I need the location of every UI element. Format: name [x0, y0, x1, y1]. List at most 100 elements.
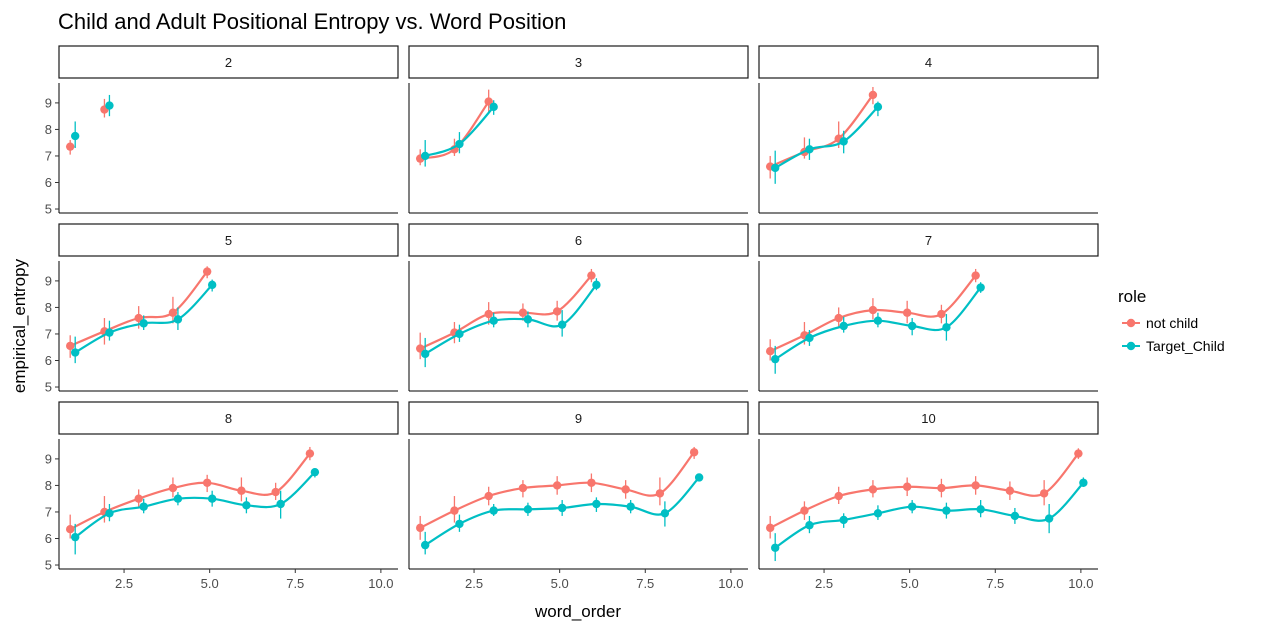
data-point	[65, 341, 75, 351]
data-point	[660, 509, 670, 518]
y-tick-label: 7	[45, 326, 52, 341]
data-point	[420, 349, 430, 359]
facet-strip	[58, 223, 399, 257]
y-tick-label: 6	[45, 175, 52, 190]
data-point	[420, 540, 430, 550]
series-target-child	[420, 100, 498, 167]
data-point	[65, 525, 75, 534]
facet-panel: 5 5 6 7 8 9	[45, 223, 399, 395]
data-point	[139, 502, 148, 511]
data-point	[207, 280, 217, 290]
data-point	[765, 347, 775, 356]
data-point	[868, 305, 878, 315]
series-not-child	[65, 98, 109, 155]
data-point	[868, 90, 878, 100]
data-point	[484, 491, 493, 501]
data-point	[868, 485, 878, 494]
data-point	[834, 491, 843, 501]
x-tick-label: 10.0	[368, 576, 393, 591]
facet-panel: 7	[758, 223, 1099, 392]
facet-panel: 3	[408, 45, 749, 214]
data-point	[592, 499, 601, 509]
data-point	[839, 321, 848, 331]
facet-strip-label: 6	[575, 233, 582, 248]
facet-strip	[58, 45, 399, 79]
x-tick-label: 5.0	[201, 576, 219, 591]
series-not-child	[415, 446, 699, 540]
data-point	[765, 523, 775, 533]
y-tick-label: 7	[45, 148, 52, 163]
x-tick-label: 5.0	[551, 576, 569, 591]
data-point	[1005, 486, 1015, 495]
data-point	[873, 102, 883, 112]
x-tick-label: 7.5	[286, 576, 304, 591]
data-point	[626, 502, 635, 511]
y-tick-label: 8	[45, 478, 52, 493]
x-tick-label: 2.5	[815, 576, 833, 591]
data-point	[552, 307, 562, 316]
y-tick-label: 6	[45, 353, 52, 368]
data-point	[134, 494, 143, 503]
data-point	[415, 523, 425, 533]
x-tick-label: 2.5	[465, 576, 483, 591]
data-point	[202, 478, 212, 487]
series-target-child	[70, 94, 114, 148]
data-point	[834, 313, 843, 323]
y-tick-label: 5	[45, 380, 52, 395]
data-point	[489, 316, 498, 325]
data-point	[770, 163, 780, 173]
data-point	[800, 506, 809, 515]
data-point	[420, 151, 430, 161]
data-point	[305, 449, 315, 458]
facet-strip-label: 10	[921, 411, 935, 426]
data-point	[70, 131, 80, 141]
series-target-child	[70, 467, 320, 555]
x-tick-label: 7.5	[986, 576, 1004, 591]
data-point	[557, 320, 567, 329]
data-point	[770, 543, 780, 552]
data-point	[518, 483, 528, 493]
facet-strip-label: 9	[575, 411, 582, 426]
legend-label: Target_Child	[1146, 338, 1225, 354]
data-point	[455, 329, 464, 339]
data-point	[489, 506, 498, 515]
facet-panel: 2 5 6 7 8 9	[45, 45, 399, 217]
facet-strip	[758, 401, 1099, 435]
series-line	[424, 284, 598, 355]
series-target-child	[770, 282, 985, 374]
data-point	[207, 494, 217, 503]
data-point	[1044, 514, 1054, 523]
data-point	[65, 142, 75, 151]
data-point	[455, 519, 464, 529]
data-point	[587, 271, 596, 280]
series-not-child	[415, 268, 596, 360]
data-point	[310, 467, 320, 477]
data-point	[484, 309, 493, 319]
data-point	[839, 515, 848, 525]
facet-strip-label: 2	[225, 55, 232, 70]
x-tick-label: 10.0	[718, 576, 743, 591]
data-point	[70, 348, 80, 357]
data-point	[484, 97, 493, 106]
series-target-child	[770, 477, 1088, 562]
data-point	[937, 309, 946, 319]
series-line	[774, 482, 1085, 549]
facet-strip-label: 4	[925, 55, 932, 70]
x-tick-label: 10.0	[1068, 576, 1093, 591]
y-tick-label: 9	[45, 95, 52, 110]
data-point	[971, 481, 980, 490]
data-point	[557, 503, 567, 513]
data-point	[907, 502, 917, 511]
y-tick-label: 5	[45, 202, 52, 217]
data-point	[139, 319, 148, 328]
data-point	[937, 483, 946, 493]
facet-strip-label: 3	[575, 55, 582, 70]
data-point	[902, 308, 912, 317]
facet-strip	[408, 401, 749, 435]
facet-strip-label: 8	[225, 411, 232, 426]
series-not-child	[65, 266, 212, 358]
facet-panel: 4	[758, 45, 1099, 214]
data-point	[552, 481, 562, 490]
legend-key-point	[1126, 341, 1136, 351]
